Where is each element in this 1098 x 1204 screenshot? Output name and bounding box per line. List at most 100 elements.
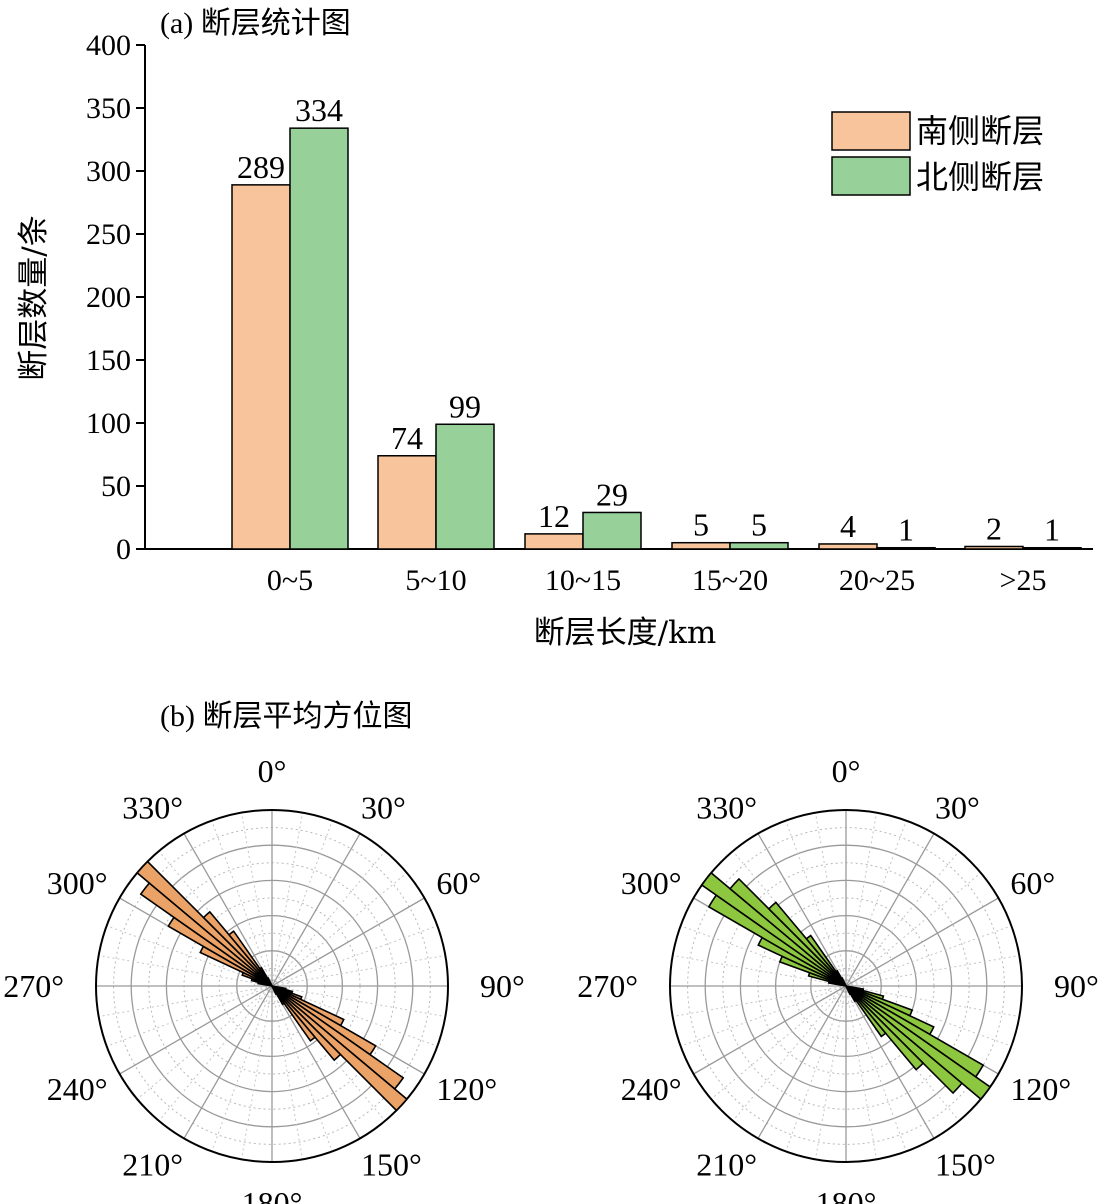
bar-value-label: 1 xyxy=(898,512,914,548)
rose-diagram-south: 0° 30° 60° 90° 120° 150° 180° 210° 240° 270° 300° 3… xyxy=(3,753,525,1204)
rose-section: (b) 断层平均方位图 0° 30° 60° 90° 120° 150° 180° 210° 2… xyxy=(3,700,1098,1204)
angle-label: 0° xyxy=(258,753,287,789)
angle-label: 120° xyxy=(436,1071,497,1107)
minor-grid-spoke xyxy=(271,850,386,987)
major-grid-spoke xyxy=(845,897,999,987)
minor-grid-spoke xyxy=(98,954,273,987)
angle-label: 240° xyxy=(621,1071,682,1107)
bar-south xyxy=(524,533,584,550)
bar-value-label: 99 xyxy=(449,388,481,424)
x-tick-label: 0~5 xyxy=(267,564,313,597)
angle-label: 180° xyxy=(816,1185,877,1204)
minor-grid-spoke xyxy=(732,850,847,987)
rose-outer-circle xyxy=(95,809,449,1163)
angle-label: 90° xyxy=(1054,968,1098,1004)
angle-label: 30° xyxy=(361,790,406,826)
minor-grid-spoke xyxy=(845,925,1012,987)
minor-grid-spoke xyxy=(211,985,273,1152)
angle-label: 270° xyxy=(3,968,64,1004)
minor-grid-spoke xyxy=(271,820,333,987)
rose-petal xyxy=(728,877,847,987)
angle-label: 150° xyxy=(935,1146,996,1182)
angle-label: 330° xyxy=(696,790,757,826)
y-axis-title: 断层数量/条 xyxy=(16,215,52,380)
rose-petal xyxy=(271,985,278,996)
minor-grid-spoke xyxy=(271,812,304,987)
major-grid-spoke xyxy=(757,833,847,987)
minor-grid-spoke xyxy=(845,850,960,987)
minor-grid-spoke xyxy=(845,812,878,987)
y-tick-label: 250 xyxy=(86,218,131,251)
y-tick-label: 400 xyxy=(86,29,131,62)
major-grid-spoke xyxy=(183,833,273,987)
rose-petal xyxy=(271,985,408,1112)
angle-label: 300° xyxy=(621,865,682,901)
y-tick-label: 200 xyxy=(86,281,131,314)
minor-grid-spoke xyxy=(136,985,273,1100)
y-tick-label: 100 xyxy=(86,407,131,440)
rose-petal xyxy=(845,985,964,1095)
major-grid-spoke xyxy=(845,985,935,1139)
rose-petal xyxy=(271,985,342,1062)
y-axis: 0 50 100 150 200 250 300 350 400 xyxy=(86,29,146,566)
angle-label: 210° xyxy=(696,1146,757,1182)
angle-label: 240° xyxy=(47,1071,108,1107)
major-grid-spoke xyxy=(845,833,935,987)
x-axis: 0~5 5~10 10~15 15~20 20~25 >25 xyxy=(145,548,1093,597)
rose-petal xyxy=(845,985,852,996)
x-tick-label: 5~10 xyxy=(405,564,466,597)
y-ticks: 0 50 100 150 200 250 300 350 400 xyxy=(86,29,145,566)
minor-grid-spoke xyxy=(271,985,386,1122)
rose-petal xyxy=(136,860,273,987)
bar-south xyxy=(231,184,291,550)
angle-label: 300° xyxy=(47,865,108,901)
y-tick-label: 300 xyxy=(86,155,131,188)
rose-petal xyxy=(845,985,887,1038)
y-tick-label: 350 xyxy=(86,92,131,125)
rose-petals xyxy=(136,860,408,1112)
y-tick-label: 150 xyxy=(86,344,131,377)
minor-grid-spoke xyxy=(680,925,847,987)
minor-grid-spoke xyxy=(845,985,1012,1047)
angle-label: 120° xyxy=(1010,1071,1071,1107)
rose-outer-circle xyxy=(669,809,1023,1163)
major-grid-spoke xyxy=(183,985,273,1139)
major-grid-spoke xyxy=(693,985,847,1075)
x-tick-label: 10~15 xyxy=(545,564,621,597)
rose-petal xyxy=(767,901,847,987)
minor-grid-spoke xyxy=(814,985,847,1160)
minor-grid-spoke xyxy=(158,850,273,987)
minor-grid-spoke xyxy=(211,820,273,987)
minor-grid-spoke xyxy=(785,985,847,1152)
minor-grid-spoke xyxy=(710,985,847,1100)
bar-value-labels: 289 74 12 5 4 2 334 99 29 5 1 1 xyxy=(237,92,1060,548)
bar-value-label: 334 xyxy=(295,92,343,128)
bar-value-label: 2 xyxy=(986,510,1002,546)
bar-south xyxy=(818,543,878,550)
rose-petal xyxy=(840,976,847,987)
minor-grid-spoke xyxy=(845,985,907,1152)
minor-grid-spoke xyxy=(672,954,847,987)
bars xyxy=(231,127,1082,550)
minor-grid-spoke xyxy=(845,985,960,1122)
minor-grid-spoke xyxy=(271,872,408,987)
minor-grid-spoke xyxy=(814,812,847,987)
x-ticks: 0~5 5~10 10~15 15~20 20~25 >25 xyxy=(267,564,1047,597)
rose-petals xyxy=(700,871,992,1101)
minor-grid-spoke xyxy=(271,985,438,1047)
angle-labels: 0° 30° 60° 90° 120° 150° 180° 210° 240° 270° 300° 3… xyxy=(577,753,1098,1204)
bar-value-label: 12 xyxy=(538,498,570,534)
angle-label: 270° xyxy=(577,968,638,1004)
bar-north xyxy=(435,423,495,550)
minor-grid-spoke xyxy=(271,985,333,1152)
bar-chart: (a) 断层统计图 0 50 100 150 200 250 300 350 400 0~5 5~… xyxy=(16,7,1093,651)
major-grid-spoke xyxy=(271,897,425,987)
rose-diagram-north: 0° 30° 60° 90° 120° 150° 180° 210° 240° 270° 300° 3… xyxy=(577,753,1098,1204)
legend-swatch-north xyxy=(831,156,911,196)
legend: 南侧断层 北侧断层 xyxy=(831,111,1044,196)
rose-petal xyxy=(266,976,273,987)
bar-south xyxy=(377,455,437,550)
minor-grid-spoke xyxy=(158,985,273,1122)
bar-value-label: 289 xyxy=(237,149,285,185)
